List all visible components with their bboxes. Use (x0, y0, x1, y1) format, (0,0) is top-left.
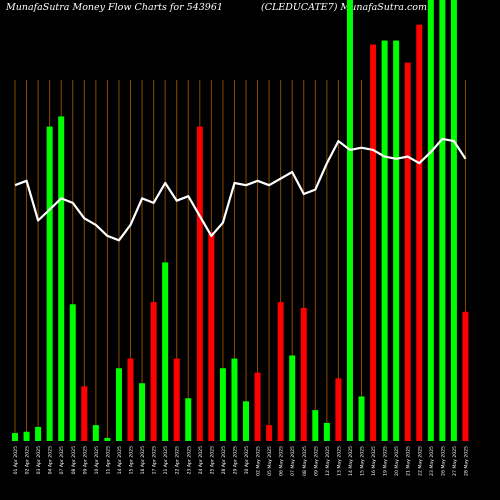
bar (139, 383, 146, 441)
chart-title-left: MunafaSutra Money Flow Charts for 543961 (6, 2, 223, 13)
x-tick-label: 08 May 2025 (302, 446, 308, 476)
bar (254, 372, 261, 441)
x-tick-label: 08 Apr 2025 (71, 446, 77, 474)
bar (416, 24, 423, 442)
x-tick-label: 16 Apr 2025 (140, 446, 146, 474)
x-tick-label: 28 May 2025 (463, 446, 469, 476)
bar (450, 0, 457, 441)
x-tick-label: 23 May 2025 (429, 446, 435, 476)
x-tick-label: 21 Apr 2025 (163, 446, 169, 474)
bar (69, 304, 76, 441)
x-tick-label: 06 May 2025 (279, 446, 285, 476)
bar (323, 422, 330, 441)
bar (381, 40, 388, 442)
chart-title-right: (CLEDUCATE7) MunafaSutra.com (261, 2, 428, 13)
bar (370, 44, 377, 441)
bar (208, 231, 215, 441)
money-flow-line (14, 137, 467, 242)
bar (81, 386, 88, 441)
bar (300, 307, 307, 441)
x-tick-label: 27 May 2025 (452, 446, 458, 476)
bar (150, 302, 157, 441)
x-tick-label: 21 May 2025 (406, 446, 412, 476)
x-tick-label: 10 Apr 2025 (94, 446, 100, 474)
bar (427, 0, 434, 441)
x-tick-label: 16 May 2025 (371, 446, 377, 476)
x-tick-label: 03 Apr 2025 (36, 446, 42, 474)
bar (196, 126, 203, 441)
bar (173, 358, 180, 441)
bar (243, 401, 249, 441)
bar (404, 62, 411, 441)
bar (266, 425, 273, 441)
bar (219, 368, 226, 441)
bar (439, 0, 446, 441)
bar (346, 0, 353, 441)
x-tick-label: 04 Apr 2025 (48, 446, 54, 474)
x-tick-label: 15 Apr 2025 (129, 446, 135, 474)
x-tick-label: 02 Apr 2025 (25, 446, 31, 474)
bar (58, 116, 65, 441)
x-tick-label: 09 May 2025 (313, 446, 319, 476)
bar (104, 437, 111, 441)
x-tick-label: 13 May 2025 (336, 446, 342, 476)
bar (393, 40, 400, 442)
x-tick-label: 11 Apr 2025 (105, 446, 111, 474)
bar (358, 396, 365, 441)
bar (127, 358, 134, 441)
x-tick-label: 14 Apr 2025 (117, 446, 123, 474)
x-tick-label: 12 May 2025 (325, 446, 331, 476)
bar (46, 126, 53, 441)
bar (335, 378, 342, 441)
x-tick-label: 14 May 2025 (348, 446, 354, 476)
x-tick-label: 26 May 2025 (440, 446, 446, 476)
bar (462, 311, 469, 441)
x-tick-label: 07 May 2025 (290, 446, 296, 476)
x-tick-label: 05 May 2025 (267, 446, 273, 476)
x-tick-label: 30 Apr 2025 (244, 446, 250, 474)
bar (289, 355, 296, 441)
bar (277, 302, 284, 441)
bar (35, 426, 42, 441)
x-tick-label: 15 May 2025 (360, 446, 366, 476)
x-tick-label: 25 Apr 2025 (209, 446, 215, 474)
x-tick-label: 20 May 2025 (394, 446, 400, 476)
x-tick-label: 23 Apr 2025 (186, 446, 192, 474)
x-tick-label: 22 May 2025 (417, 446, 423, 476)
bar (115, 368, 122, 441)
bars (12, 0, 469, 442)
x-tick-label: 19 May 2025 (383, 446, 389, 476)
x-tick-label: 01 Apr 2025 (13, 446, 19, 474)
x-tick-label: 07 Apr 2025 (59, 446, 65, 474)
bar (12, 433, 18, 441)
bar (312, 410, 319, 441)
x-tick-label: 09 Apr 2025 (82, 446, 88, 474)
x-tick-label: 29 Apr 2025 (232, 446, 238, 474)
x-tick-label: 22 Apr 2025 (175, 446, 181, 474)
bar (162, 262, 169, 441)
bar (231, 358, 238, 441)
bar (185, 398, 192, 441)
bar (23, 431, 30, 441)
x-tick-label: 17 Apr 2025 (152, 446, 158, 474)
x-tick-label: 28 Apr 2025 (221, 446, 227, 474)
x-axis-labels: 01 Apr 2025 02 Apr 2025 03 Apr 2025 04 Apr … (13, 446, 469, 476)
bar (92, 425, 99, 441)
money-flow-series-line (14, 137, 467, 242)
x-tick-label: 24 Apr 2025 (198, 446, 204, 474)
x-tick-label: 02 May 2025 (256, 446, 262, 476)
